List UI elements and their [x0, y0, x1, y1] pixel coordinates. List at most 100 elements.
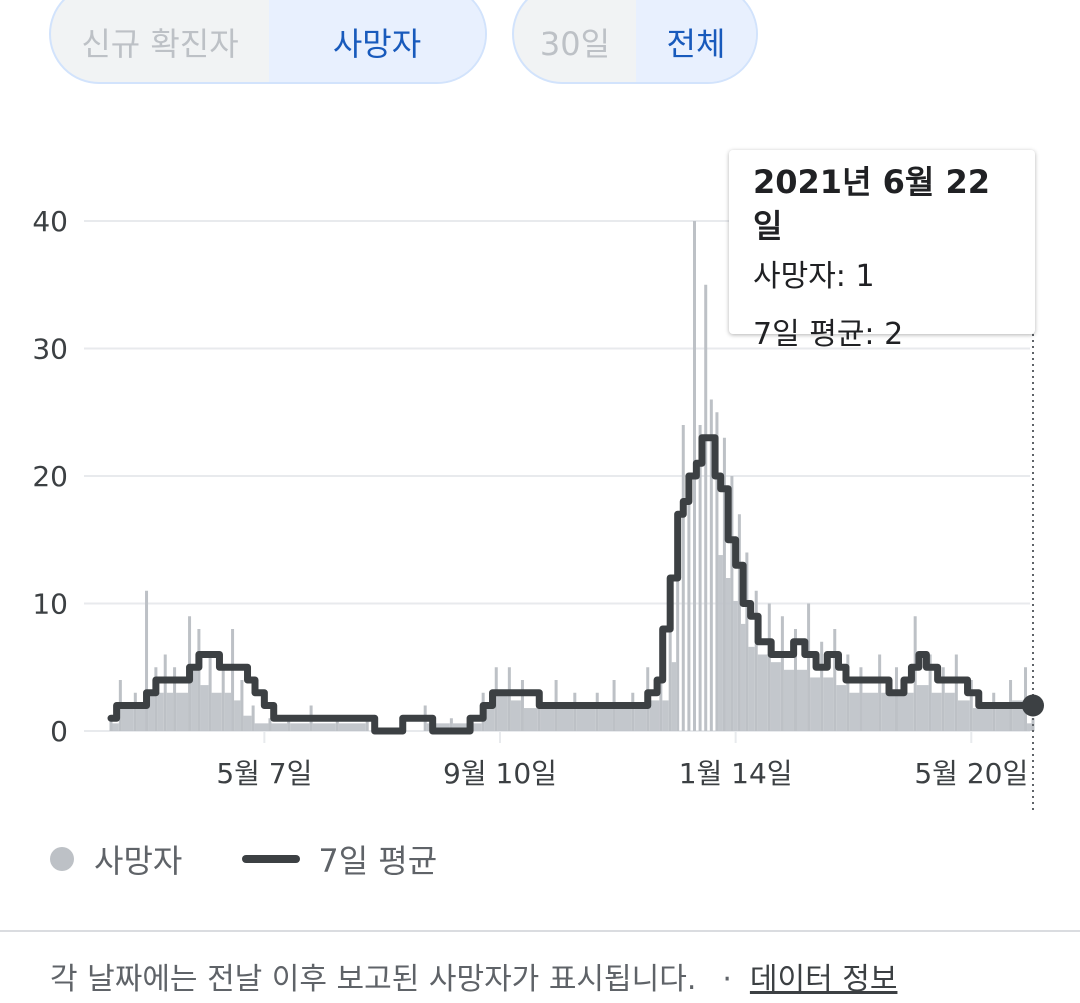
deaths-bar — [780, 616, 784, 731]
tab-new-cases[interactable]: 신규 확진자 — [81, 25, 239, 63]
deaths-bar-fill — [338, 723, 366, 731]
deaths-bar-fill — [897, 692, 914, 731]
deaths-bar — [268, 718, 272, 731]
hover-cursor — [1022, 334, 1044, 812]
deaths-bar — [730, 476, 734, 731]
deaths-bar-fill — [254, 723, 269, 731]
deaths-bar — [793, 629, 797, 731]
range-toggle: 30일 전체 — [512, 0, 758, 84]
deaths-bar-fill — [191, 669, 198, 731]
deaths-bar-fill — [471, 723, 482, 731]
deaths-bar — [595, 692, 599, 731]
deaths-bar-fill — [957, 700, 970, 731]
deaths-bar — [335, 718, 339, 731]
deaths-bar-fill — [944, 692, 955, 731]
deaths-bar — [820, 641, 824, 731]
deaths-bar-fill — [823, 677, 834, 731]
x-tick-label: 5월 7일 — [216, 757, 312, 790]
deaths-bar — [173, 667, 177, 731]
deaths-bar-fill — [649, 700, 660, 731]
deaths-bar-fill — [523, 708, 538, 731]
deaths-bar — [507, 667, 511, 731]
deaths-bar — [687, 488, 691, 731]
deaths-bar-fill — [211, 692, 222, 731]
deaths-bar-fill — [671, 662, 677, 731]
deaths-bar-fill — [862, 692, 879, 731]
deaths-bar — [109, 718, 113, 731]
deaths-bar — [859, 667, 863, 731]
deaths-bar — [969, 680, 973, 731]
deaths-bar-fill — [157, 692, 164, 731]
deaths-bar — [737, 514, 741, 731]
tab-deaths[interactable]: 사망자 — [269, 0, 485, 82]
deaths-bar — [715, 412, 719, 731]
deaths-bar-fill — [312, 723, 336, 731]
deaths-bar-fill — [849, 692, 860, 731]
deaths-bar — [208, 654, 212, 731]
deaths-bar — [754, 590, 758, 731]
deaths-bar-fill — [176, 692, 189, 731]
deaths-bar-fill — [718, 555, 723, 731]
tooltip-date: 2021년 6월 22일 — [753, 163, 991, 245]
tooltip-deaths: 사망자: 1 — [753, 259, 875, 294]
deaths-bar — [631, 692, 635, 731]
legend-avg-swatch — [242, 855, 301, 863]
footer-note: 각 날짜에는 전날 이후 보고된 사망자가 표시됩니다. — [50, 962, 697, 997]
deaths-bar — [133, 692, 137, 731]
deaths-bar-fill — [540, 708, 555, 731]
deaths-bar-fill — [757, 654, 768, 731]
deaths-bar-fill — [598, 708, 613, 731]
tab-all[interactable]: 전체 — [636, 0, 756, 82]
deaths-bar-fill — [452, 723, 469, 731]
deaths-bar-fill — [497, 692, 508, 731]
deaths-bar-fill — [1027, 723, 1032, 731]
deaths-bar — [668, 616, 672, 731]
deaths-bar-fill — [615, 708, 632, 731]
deaths-bar-fill — [1012, 700, 1025, 731]
cursor-dot — [1022, 694, 1044, 717]
legend-deaths-label: 사망자 — [94, 842, 183, 880]
deaths-bar — [704, 284, 708, 731]
deaths-bar-fill — [234, 700, 241, 731]
tab-30-days[interactable]: 30일 — [539, 25, 611, 63]
deaths-bar — [573, 692, 577, 731]
y-tick-label: 20 — [32, 460, 68, 493]
deaths-bar — [221, 667, 225, 731]
deaths-bar-fill — [740, 623, 746, 731]
deaths-bar-fill — [770, 662, 781, 731]
data-info-link[interactable]: 데이터 정보 — [749, 962, 898, 997]
deaths-bar-fill — [243, 715, 252, 731]
legend-avg-label: 7일 평균 — [318, 842, 438, 880]
deaths-bar-fill — [796, 669, 808, 731]
deaths-bar — [251, 705, 255, 731]
deaths-bar — [163, 654, 167, 731]
deaths-bar-fill — [121, 708, 134, 731]
deaths-chart[interactable]: 0 10 20 30 40 5월 7일 9월 10일 1월 14일 5월 20일 — [0, 0, 1080, 830]
deaths-bar — [676, 539, 680, 731]
deaths-bar-fill — [931, 692, 942, 731]
deaths-bar — [992, 692, 996, 731]
deaths-bar-fill — [200, 685, 209, 731]
x-tick-label: 1월 14일 — [679, 757, 793, 790]
y-axis-ticks: 0 10 20 30 40 — [32, 205, 68, 748]
y-tick-label: 0 — [50, 715, 68, 748]
metric-toggle: 신규 확진자 사망자 — [49, 0, 487, 84]
deaths-bar-fill — [271, 723, 288, 731]
chart-tooltip: 2021년 6월 22일 사망자: 1 7일 평균: 2 — [729, 150, 1035, 352]
deaths-bar-fill — [662, 700, 669, 731]
deaths-bar-fill — [484, 708, 495, 731]
deaths-bar — [145, 590, 149, 731]
footer: 각 날짜에는 전날 이후 보고된 사망자가 표시됩니다. · 데이터 정보 — [50, 954, 897, 998]
deaths-bar-fill — [995, 708, 1010, 731]
deaths-bar — [698, 425, 702, 731]
deaths-bar-fill — [510, 700, 521, 731]
deaths-bar — [537, 692, 541, 731]
deaths-bar — [449, 718, 453, 731]
footer-separator: · — [722, 962, 732, 997]
deaths-bar — [197, 629, 201, 731]
deaths-bar-fill — [290, 723, 310, 731]
deaths-bar-fill — [733, 600, 738, 731]
deaths-bar — [287, 718, 291, 731]
deaths-bar-fill — [881, 692, 895, 731]
deaths-bar-fill — [136, 708, 146, 731]
